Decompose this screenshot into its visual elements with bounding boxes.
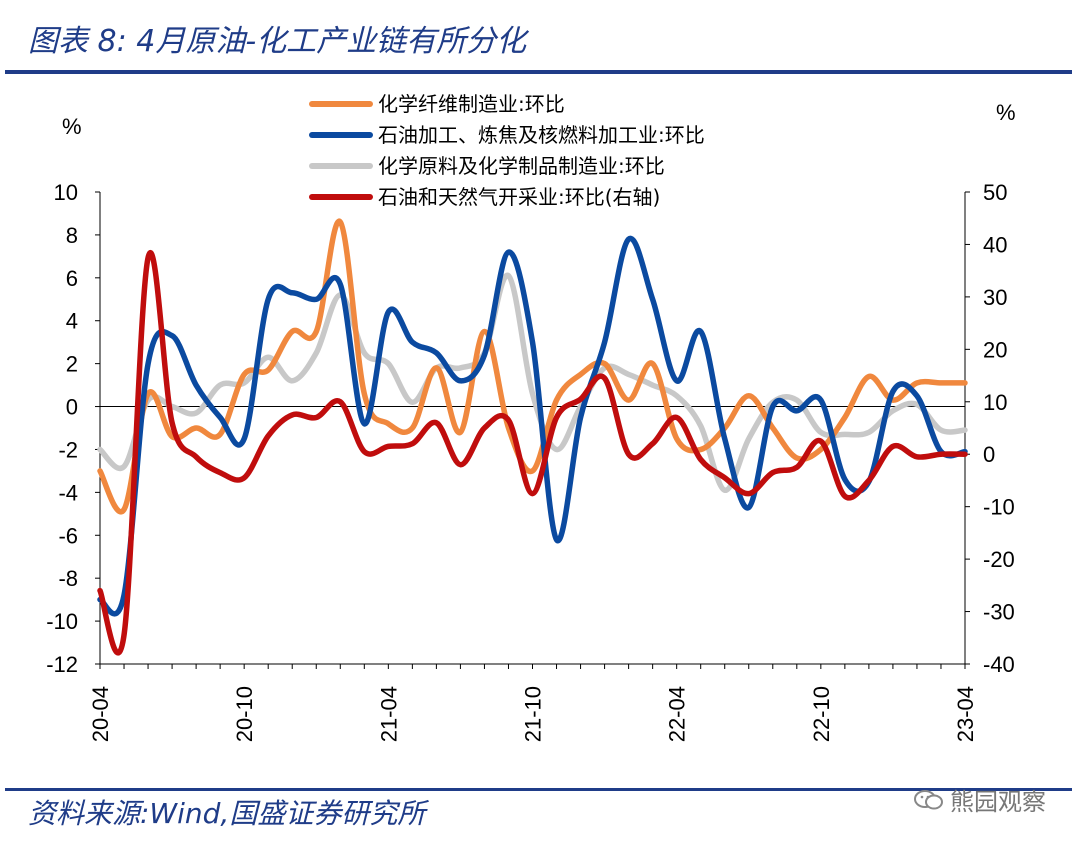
series-line-2 [97, 235, 968, 617]
chart-canvas: -12-10-8-6-4-20246810-40-30-20-100102030… [46, 92, 1016, 742]
series-line-4 [97, 250, 968, 656]
left-axis-unit: % [62, 114, 82, 139]
legend-label-2: 石油加工、炼焦及核燃料加工业:环比 [378, 123, 705, 147]
chart-title: 图表 8: 4月原油-化工产业链有所分化 [28, 24, 527, 59]
x-tick-label: 20-04 [88, 686, 113, 742]
right-tick-label: -20 [983, 547, 1015, 572]
right-tick-label: 10 [983, 390, 1007, 415]
x-tick-label: 23-04 [953, 686, 978, 742]
left-tick-label: 6 [66, 266, 78, 291]
right-tick-label: 40 [983, 232, 1007, 257]
source-note: 资料来源:Wind,国盛证券研究所 [28, 797, 426, 830]
x-tick-label: 20-10 [232, 686, 257, 742]
x-tick-label: 22-04 [665, 686, 690, 742]
right-tick-label: -10 [983, 495, 1015, 520]
left-tick-label: -12 [46, 652, 78, 677]
left-tick-label: 4 [66, 309, 78, 334]
right-tick-label: -40 [983, 652, 1015, 677]
right-tick-label: 30 [983, 285, 1007, 310]
series-line-1 [97, 218, 968, 515]
watermark-text: 熊园观察 [950, 788, 1046, 816]
left-tick-label: -8 [58, 566, 78, 591]
left-tick-label: 0 [66, 395, 78, 420]
x-tick-label: 21-10 [521, 686, 546, 742]
left-tick-label: -4 [58, 480, 78, 505]
left-tick-label: 10 [54, 180, 78, 205]
chat-bubble-icon [914, 789, 943, 809]
legend-label-1: 化学纤维制造业:环比 [378, 92, 565, 116]
right-tick-label: -30 [983, 600, 1015, 625]
right-tick-label: 0 [983, 442, 995, 467]
right-tick-label: 20 [983, 337, 1007, 362]
left-tick-label: -10 [46, 609, 78, 634]
left-tick-label: -6 [58, 523, 78, 548]
title-divider [5, 70, 1072, 74]
legend-label-3: 化学原料及化学制品制造业:环比 [378, 154, 665, 178]
legend-label-4: 石油和天然气开采业:环比(右轴) [378, 185, 660, 209]
left-tick-label: 2 [66, 352, 78, 377]
source-divider [5, 788, 1072, 791]
series-line-3 [97, 272, 968, 493]
watermark: 熊园观察 [914, 782, 1046, 817]
left-tick-label: 8 [66, 223, 78, 248]
x-tick-label: 21-04 [376, 686, 401, 742]
x-tick-label: 22-10 [809, 686, 834, 742]
right-axis-unit: % [996, 100, 1016, 125]
left-tick-label: -2 [58, 437, 78, 462]
right-tick-label: 50 [983, 180, 1007, 205]
